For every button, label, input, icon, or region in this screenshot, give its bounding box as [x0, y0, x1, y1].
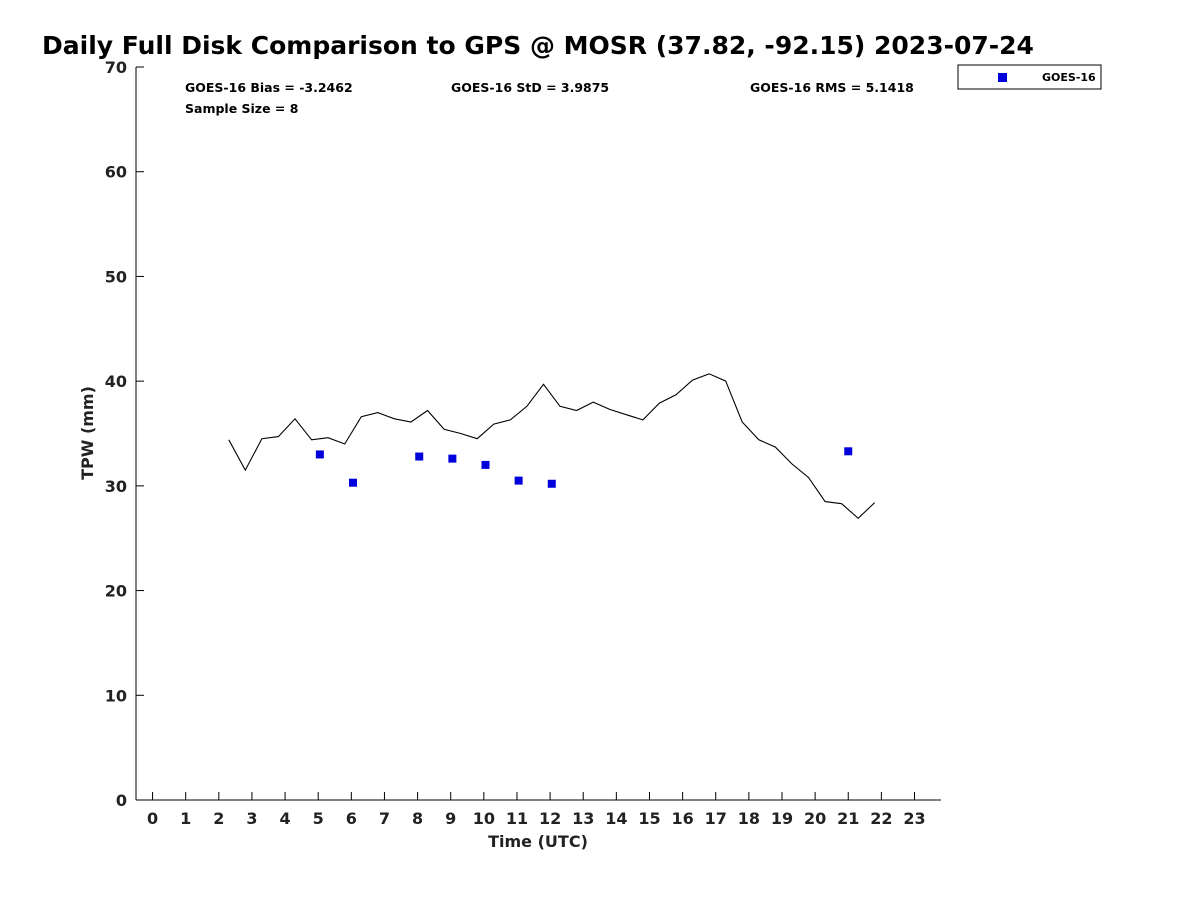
goes16-point	[448, 454, 457, 463]
legend-label-goes16: GOES-16	[1042, 71, 1096, 84]
x-tick-label: 0	[147, 809, 158, 828]
x-tick-label: 22	[870, 809, 892, 828]
x-axis-ticks: 0 1 2 3 4 5 6 7 8 9 10 11 12 13 14 15 16 17 18 19 20 21 22 23	[147, 792, 926, 828]
x-axis-label: Time (UTC)	[488, 832, 588, 851]
x-tick-label: 4	[280, 809, 291, 828]
y-tick-label: 50	[105, 267, 127, 286]
x-tick-label: 14	[605, 809, 627, 828]
x-tick-label: 8	[412, 809, 423, 828]
goes16-point	[315, 450, 324, 459]
y-tick-label: 30	[105, 477, 127, 496]
x-tick-label: 3	[246, 809, 257, 828]
y-tick-label: 20	[105, 582, 127, 601]
x-tick-label: 10	[473, 809, 495, 828]
y-tick-label: 70	[105, 58, 127, 77]
y-axis-label: TPW (mm)	[78, 386, 97, 480]
legend-box	[957, 64, 1102, 90]
x-tick-label: 1	[180, 809, 191, 828]
goes16-point	[348, 478, 357, 487]
x-tick-label: 7	[379, 809, 390, 828]
x-tick-label: 17	[705, 809, 727, 828]
bias-stat: GOES-16 Bias = -3.2462	[185, 80, 353, 95]
y-tick-label: 0	[116, 791, 127, 810]
x-tick-label: 5	[313, 809, 324, 828]
gps-line-series	[228, 373, 876, 520]
x-tick-label: 2	[213, 809, 224, 828]
sample-size-stat: Sample Size = 8	[185, 101, 298, 116]
goes16-point	[514, 476, 523, 485]
x-tick-label: 23	[903, 809, 925, 828]
x-tick-label: 15	[638, 809, 660, 828]
x-tick-label: 11	[506, 809, 528, 828]
axes	[135, 67, 941, 801]
x-tick-label: 19	[771, 809, 793, 828]
x-tick-label: 16	[671, 809, 693, 828]
y-axis-ticks: 0 10 20 30 40 50 60 70	[105, 58, 144, 810]
y-tick-label: 60	[105, 163, 127, 182]
y-tick-label: 10	[105, 686, 127, 705]
legend-marker-square	[998, 73, 1007, 82]
legend: GOES-16	[957, 64, 1102, 90]
x-tick-label: 21	[837, 809, 859, 828]
chart-title: Daily Full Disk Comparison to GPS @ MOSR…	[42, 31, 1034, 60]
goes16-point	[481, 460, 490, 469]
rms-stat: GOES-16 RMS = 5.1418	[750, 80, 914, 95]
std-stat: GOES-16 StD = 3.9875	[451, 80, 609, 95]
goes16-point	[415, 452, 424, 461]
x-tick-label: 18	[738, 809, 760, 828]
x-tick-label: 20	[804, 809, 826, 828]
x-tick-label: 13	[572, 809, 594, 828]
goes16-point	[547, 479, 556, 488]
y-tick-label: 40	[105, 372, 127, 391]
x-tick-label: 12	[539, 809, 561, 828]
goes16-points-series	[315, 447, 853, 488]
gps-tpw-line	[228, 373, 876, 520]
goes16-point	[844, 447, 853, 456]
x-tick-label: 6	[346, 809, 357, 828]
x-tick-label: 9	[445, 809, 456, 828]
